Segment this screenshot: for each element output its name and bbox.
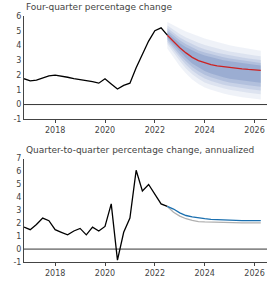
svg-text:2018: 2018 <box>45 269 65 278</box>
svg-text:7: 7 <box>16 154 21 163</box>
svg-text:1: 1 <box>16 86 21 95</box>
svg-text:0: 0 <box>16 100 21 109</box>
svg-text:3: 3 <box>16 206 21 215</box>
svg-text:Four-quarter percentage change: Four-quarter percentage change <box>26 2 172 12</box>
svg-text:2020: 2020 <box>95 126 115 135</box>
svg-text:2022: 2022 <box>145 269 165 278</box>
svg-text:2022: 2022 <box>145 126 165 135</box>
svg-text:2024: 2024 <box>195 126 215 135</box>
svg-text:4: 4 <box>16 193 21 202</box>
svg-text:6: 6 <box>16 12 21 21</box>
svg-text:6: 6 <box>16 167 21 176</box>
svg-text:2: 2 <box>16 219 21 228</box>
svg-text:0: 0 <box>16 245 21 254</box>
svg-text:5: 5 <box>16 27 21 36</box>
svg-text:2026: 2026 <box>244 269 264 278</box>
svg-text:2020: 2020 <box>95 269 115 278</box>
svg-text:2018: 2018 <box>45 126 65 135</box>
svg-text:-1: -1 <box>13 258 21 267</box>
svg-text:5: 5 <box>16 180 21 189</box>
svg-text:-1: -1 <box>13 115 21 124</box>
svg-text:2024: 2024 <box>195 269 215 278</box>
svg-text:2: 2 <box>16 71 21 80</box>
svg-text:3: 3 <box>16 56 21 65</box>
svg-text:Quarter-to-quarter percentage: Quarter-to-quarter percentage change, an… <box>26 145 254 155</box>
svg-text:2026: 2026 <box>244 126 264 135</box>
svg-text:4: 4 <box>16 41 21 50</box>
svg-text:1: 1 <box>16 232 21 241</box>
